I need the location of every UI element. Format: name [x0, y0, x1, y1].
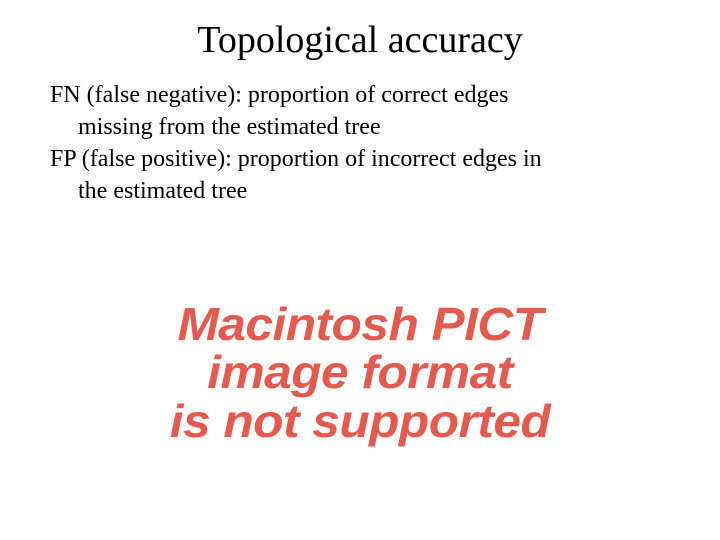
slide-container: Topological accuracy FN (false negative)…	[0, 0, 720, 540]
slide-title: Topological accuracy	[40, 18, 680, 62]
fp-definition-line2: the estimated tree	[50, 176, 670, 206]
fn-definition-line1: FN (false negative): proportion of corre…	[50, 80, 670, 110]
error-line-1: Macintosh PICT	[0, 300, 720, 348]
error-line-2: image format	[0, 348, 720, 396]
error-line-3: is not supported	[0, 397, 720, 445]
fn-definition-line2: missing from the estimated tree	[50, 112, 670, 142]
fp-definition-line1: FP (false positive): proportion of incor…	[50, 144, 670, 174]
pict-error-message: Macintosh PICT image format is not suppo…	[0, 300, 720, 445]
slide-body: FN (false negative): proportion of corre…	[40, 80, 680, 206]
